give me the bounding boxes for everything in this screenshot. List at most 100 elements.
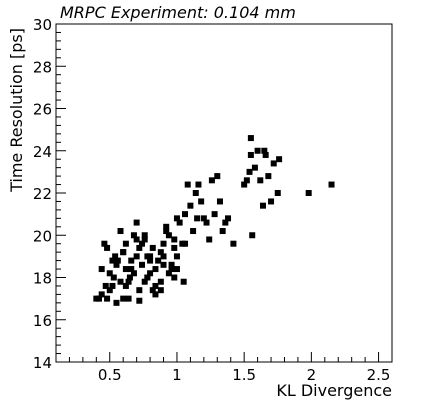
- data-point: [128, 266, 135, 273]
- data-point: [139, 261, 146, 268]
- data-point: [106, 270, 113, 277]
- data-point: [265, 173, 272, 180]
- y-tick-label: 28: [33, 58, 52, 76]
- data-point: [165, 232, 172, 239]
- data-point: [155, 257, 162, 264]
- data-point: [157, 249, 164, 256]
- data-point: [133, 253, 140, 260]
- data-point: [149, 287, 156, 294]
- data-point: [147, 257, 154, 264]
- data-point: [147, 270, 154, 277]
- data-point: [257, 177, 264, 184]
- data-point: [160, 261, 167, 268]
- y-axis-label: Time Resolution [ps]: [7, 28, 26, 193]
- data-point: [130, 232, 137, 239]
- y-tick-label: 22: [33, 185, 52, 203]
- data-point: [144, 274, 151, 281]
- data-point: [113, 261, 120, 268]
- data-point: [113, 299, 120, 306]
- y-axis: 14 16 18 20 22 24 26 28 30: [33, 16, 66, 372]
- data-point: [101, 240, 108, 247]
- data-point: [187, 202, 194, 209]
- data-point: [130, 270, 137, 277]
- data-point: [104, 295, 111, 302]
- data-point: [163, 228, 170, 235]
- plot-frame: [55, 23, 393, 363]
- data-point: [125, 278, 132, 285]
- data-point: [219, 228, 226, 235]
- data-point: [180, 278, 187, 285]
- data-point: [241, 181, 248, 188]
- data-point: [194, 215, 201, 222]
- data-point: [225, 215, 232, 222]
- data-point: [109, 282, 116, 289]
- data-point: [120, 249, 127, 256]
- data-point: [171, 274, 178, 281]
- data-point: [139, 240, 146, 247]
- data-point: [192, 190, 199, 196]
- data-point: [268, 198, 275, 205]
- data-point: [109, 257, 116, 264]
- data-point: [152, 266, 159, 273]
- data-point: [211, 211, 218, 218]
- data-points: [93, 135, 335, 306]
- x-tick-label: 2: [307, 366, 317, 384]
- data-point: [173, 253, 180, 260]
- x-tick-label: 1.5: [232, 366, 256, 384]
- data-point: [168, 261, 175, 268]
- data-point: [125, 295, 132, 302]
- data-point: [163, 223, 170, 230]
- data-point: [141, 278, 148, 285]
- data-point: [173, 266, 180, 273]
- data-point: [117, 228, 124, 235]
- data-point: [117, 278, 124, 285]
- data-point: [165, 270, 172, 277]
- data-point: [249, 232, 256, 239]
- x-axis: 0.5 1 1.5 2 2.5: [55, 352, 393, 384]
- data-point: [114, 257, 121, 264]
- y-tick-label: 24: [33, 143, 52, 161]
- data-point: [104, 244, 111, 251]
- data-point: [96, 295, 103, 302]
- data-point: [243, 177, 250, 184]
- data-point: [247, 151, 254, 158]
- data-point: [195, 181, 202, 188]
- data-point: [141, 232, 148, 239]
- data-point: [203, 219, 210, 226]
- data-point: [152, 291, 159, 298]
- data-point: [171, 244, 178, 251]
- data-point: [305, 190, 312, 196]
- data-point: [136, 287, 143, 294]
- data-point: [251, 164, 258, 171]
- data-point: [270, 160, 277, 167]
- chart-title: MRPC Experiment: 0.104 mm: [60, 3, 296, 22]
- data-point: [98, 291, 105, 298]
- data-point: [214, 173, 221, 180]
- data-point: [157, 287, 164, 294]
- plot-border: [55, 23, 393, 363]
- data-point: [276, 156, 283, 163]
- data-point: [328, 181, 335, 188]
- data-point: [133, 219, 140, 226]
- data-point: [259, 202, 266, 209]
- data-point: [112, 253, 119, 260]
- data-point: [230, 240, 237, 247]
- data-point: [122, 282, 129, 289]
- data-point: [274, 190, 281, 196]
- data-point: [216, 198, 223, 205]
- data-point: [152, 282, 159, 289]
- data-point: [182, 240, 189, 247]
- data-point: [98, 266, 105, 273]
- data-point: [128, 257, 135, 264]
- x-tick-label: 2.5: [367, 366, 391, 384]
- data-point: [261, 147, 268, 154]
- x-axis-label: KL Divergence: [276, 381, 392, 400]
- data-point: [262, 151, 269, 158]
- data-point: [168, 266, 175, 273]
- data-point: [200, 215, 207, 222]
- data-point: [198, 198, 205, 205]
- y-tick-label: 18: [33, 270, 52, 288]
- data-point: [190, 228, 197, 235]
- data-point: [126, 274, 133, 281]
